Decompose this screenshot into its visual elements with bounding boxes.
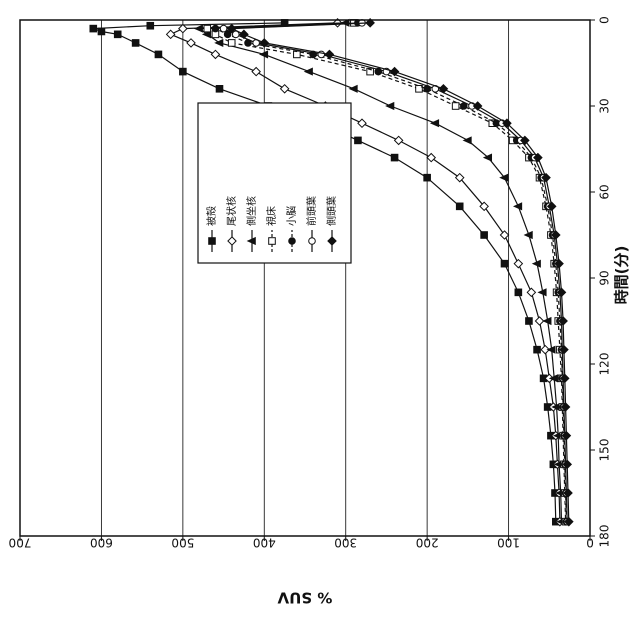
series-1-point: [180, 68, 187, 75]
series-7-point: [474, 102, 482, 110]
time-tick-label: 180: [598, 525, 612, 548]
series-1-point: [424, 174, 431, 181]
time-tick-label: 120: [598, 353, 612, 376]
legend-label: 前頭葉: [305, 196, 318, 226]
series-5-point: [212, 25, 219, 32]
series-3-point: [500, 174, 507, 181]
series-1-point: [526, 318, 533, 325]
series-layer: [90, 19, 573, 526]
series-4-point: [228, 40, 235, 47]
series-2: [167, 19, 564, 526]
series-3-line: [199, 23, 561, 522]
legend-label: 尾状核: [225, 196, 238, 226]
time-tick-label: 90: [598, 270, 612, 285]
series-3-point: [350, 86, 357, 93]
series-3-point: [386, 103, 393, 110]
series-1-point: [355, 137, 362, 144]
time-tick-label: 150: [598, 439, 612, 462]
series-1-point: [391, 154, 398, 161]
series-2-point: [179, 25, 187, 33]
legend-marker-point: [269, 238, 276, 245]
legend: 被殻尾状核側坐核視床小脳前頭葉側頭葉: [198, 103, 351, 263]
legend-marker-point: [209, 238, 216, 245]
suv-tick-label: 500: [171, 536, 194, 550]
series-3-point: [514, 203, 521, 210]
series-1: [90, 20, 559, 525]
series-4: [204, 20, 569, 525]
series-2-point: [281, 85, 289, 93]
series-2-line: [171, 23, 560, 522]
series-2-point: [358, 119, 366, 127]
series-4-point: [204, 25, 211, 32]
legend-marker-point: [309, 238, 316, 245]
series-7-point: [390, 68, 398, 76]
series-3-point: [464, 137, 471, 144]
series-4-line: [207, 23, 565, 522]
series-1-point: [155, 51, 162, 58]
series-1-point: [216, 86, 223, 93]
time-tick-label: 0: [598, 16, 612, 24]
series-2-point: [252, 68, 260, 76]
series-7-point: [240, 30, 248, 38]
series-6: [220, 20, 570, 525]
series-2-point: [527, 288, 535, 296]
suv-tick-label: 700: [9, 536, 32, 550]
time-tick-label: 60: [598, 184, 612, 199]
series-3-point: [431, 120, 438, 127]
series-4-point: [452, 103, 459, 110]
series-1-point: [515, 289, 522, 296]
series-1-line: [93, 23, 556, 522]
legend-label: 側頭葉: [325, 196, 338, 226]
series-2-point: [211, 50, 219, 58]
tick-layer: 0 100 200 300 400 500 600 700 0 30 60 90 120 150 180: [9, 16, 612, 549]
series-7: [228, 19, 573, 526]
series-1-point: [90, 25, 97, 32]
series-5: [212, 20, 570, 525]
legend-label: 小脳: [286, 206, 298, 226]
series-1-point: [132, 40, 139, 47]
series-1-point: [456, 203, 463, 210]
suv-tick-label: 300: [334, 536, 357, 550]
series-7-line: [232, 23, 569, 522]
series-1-point: [98, 28, 105, 35]
legend-marker-point: [289, 238, 296, 245]
x-axis-title: 時間(分): [613, 246, 631, 305]
series-1-point: [147, 22, 154, 29]
legend-label: 視床: [265, 206, 278, 226]
series-3-point: [195, 25, 202, 32]
series-6-line: [224, 23, 568, 522]
series-3: [195, 20, 565, 525]
series-2-point: [500, 231, 508, 239]
y-axis-title: % SUV: [277, 589, 332, 607]
legend-label: 被殻: [205, 206, 218, 226]
suv-tick-label: 600: [90, 536, 113, 550]
series-1-point: [534, 346, 541, 353]
series-6-point: [220, 25, 227, 32]
series-1-point: [114, 31, 121, 38]
suv-tick-label: 0: [586, 536, 594, 550]
series-2-point: [514, 260, 522, 268]
time-tick-label: 30: [598, 98, 612, 113]
suv-tick-label: 200: [416, 536, 439, 550]
legend-label: 側坐核: [245, 196, 258, 226]
series-2-point: [395, 136, 403, 144]
series-2-point: [427, 154, 435, 162]
series-3-point: [305, 68, 312, 75]
suv-tick-label: 100: [497, 536, 520, 550]
series-2-point: [167, 30, 175, 38]
series-2-point: [187, 39, 195, 47]
series-1-point: [481, 232, 488, 239]
suv-tick-label: 400: [253, 536, 276, 550]
series-1-point: [501, 260, 508, 267]
series-5-line: [215, 23, 566, 522]
